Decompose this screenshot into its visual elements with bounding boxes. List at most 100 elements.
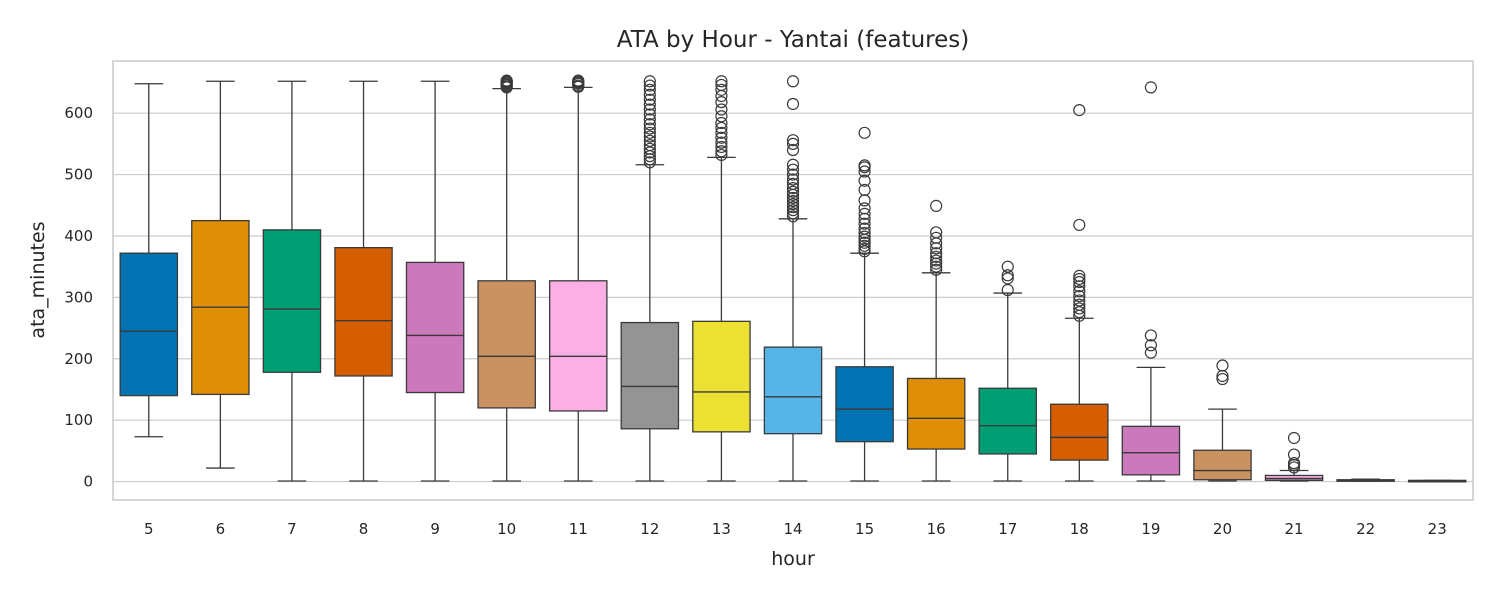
x-tick-label: 14 — [783, 520, 802, 538]
iqr-box — [692, 320, 751, 433]
outlier-point — [1073, 272, 1086, 286]
x-tick-label: 12 — [640, 520, 659, 538]
box-hour-16 — [906, 199, 966, 482]
outlier-point — [715, 126, 728, 139]
outlier-point — [930, 260, 943, 273]
box-hour-6 — [191, 80, 250, 469]
outlier-point — [1287, 457, 1301, 470]
outlier-point — [500, 74, 513, 87]
outlier-point — [1073, 298, 1086, 311]
outlier-point — [715, 116, 728, 130]
outlier-point — [930, 226, 943, 239]
y-tick-label: 400 — [64, 227, 93, 245]
outlier-point — [858, 174, 871, 187]
box-hour-17 — [978, 260, 1038, 482]
outlier-point — [643, 108, 656, 121]
outlier-point — [786, 158, 800, 171]
outlier-point — [858, 207, 871, 220]
outlier-point — [643, 75, 656, 88]
x-tick-label: 10 — [497, 520, 516, 538]
x-tick-label: 9 — [430, 520, 440, 538]
x-tick-label: 21 — [1285, 520, 1304, 538]
outlier-point — [1073, 306, 1086, 319]
x-tick-label: 13 — [712, 520, 731, 538]
outlier-point — [786, 204, 800, 217]
outlier-point — [1073, 275, 1086, 289]
outlier-point — [1073, 294, 1086, 307]
box-hour-12 — [620, 75, 680, 482]
x-axis-label: hour — [771, 548, 815, 570]
outlier-point — [786, 75, 800, 88]
outlier-point — [715, 131, 728, 144]
outlier-point — [643, 113, 656, 126]
outlier-point — [930, 263, 943, 276]
iqr-box — [405, 261, 465, 394]
box-hour-10 — [477, 74, 536, 482]
box-hour-19 — [1121, 81, 1181, 482]
plot-frame — [112, 60, 1474, 501]
outlier-point — [643, 134, 656, 147]
outlier-point — [1001, 272, 1014, 285]
iqr-box — [477, 280, 536, 409]
outlier-point — [643, 139, 656, 152]
x-tick-label: 8 — [359, 520, 369, 538]
outlier-point — [715, 78, 728, 92]
box-hour-18 — [1050, 104, 1109, 482]
outlier-point — [786, 173, 800, 186]
x-tick-label: 11 — [569, 520, 588, 538]
outlier-point — [643, 126, 656, 139]
outlier-point — [643, 130, 656, 143]
outlier-point — [858, 226, 871, 240]
x-tick-label: 5 — [144, 520, 154, 538]
outlier-point — [1073, 285, 1086, 298]
outlier-point — [643, 122, 656, 135]
outlier-point — [715, 103, 728, 116]
outlier-point — [786, 97, 800, 111]
outlier-point — [715, 83, 728, 96]
x-tick-label: 18 — [1070, 520, 1089, 538]
outlier-point — [786, 191, 800, 205]
box-hour-5 — [119, 83, 179, 438]
outlier-point — [643, 118, 656, 131]
outlier-point — [572, 74, 585, 87]
outlier-point — [930, 254, 943, 267]
outlier-point — [643, 146, 656, 159]
outlier-point — [1073, 302, 1086, 315]
outlier-point — [643, 103, 656, 116]
outlier-point — [786, 201, 800, 214]
iqr-box — [620, 321, 680, 430]
box-series — [119, 74, 1467, 483]
outlier-point — [1001, 260, 1014, 273]
outlier-point — [786, 134, 800, 147]
outlier-point — [930, 250, 943, 263]
iqr-box — [906, 377, 966, 450]
box-hour-15 — [835, 126, 894, 482]
outlier-point — [858, 183, 871, 197]
box-hour-23 — [1407, 479, 1467, 483]
outlier-point — [786, 143, 800, 157]
outlier-point — [643, 156, 656, 169]
x-axis-ticks: 5 6 7 8 9 10 11 12 13 14 15 16 17 18 19 20 21 22 23 — [144, 520, 1447, 538]
outlier-point — [715, 121, 728, 135]
outlier-point — [858, 230, 871, 243]
outlier-point — [930, 199, 943, 213]
y-tick-label: 100 — [64, 411, 93, 429]
outlier-point — [786, 194, 800, 208]
outlier-point — [1001, 283, 1014, 297]
outlier-point — [786, 185, 800, 198]
outlier-point — [1073, 218, 1086, 232]
outlier-point — [715, 136, 728, 149]
outlier-point — [786, 168, 800, 181]
outlier-point — [715, 145, 728, 158]
x-tick-label: 20 — [1213, 520, 1232, 538]
iqr-box — [119, 252, 179, 397]
x-tick-label: 16 — [927, 520, 946, 538]
outlier-point — [786, 181, 800, 195]
y-axis-label: ata_minutes — [27, 221, 49, 338]
box-hour-20 — [1193, 359, 1252, 482]
box-hour-9 — [405, 80, 465, 482]
outlier-point — [643, 83, 656, 96]
iqr-box — [978, 387, 1038, 455]
outlier-point — [643, 142, 656, 155]
